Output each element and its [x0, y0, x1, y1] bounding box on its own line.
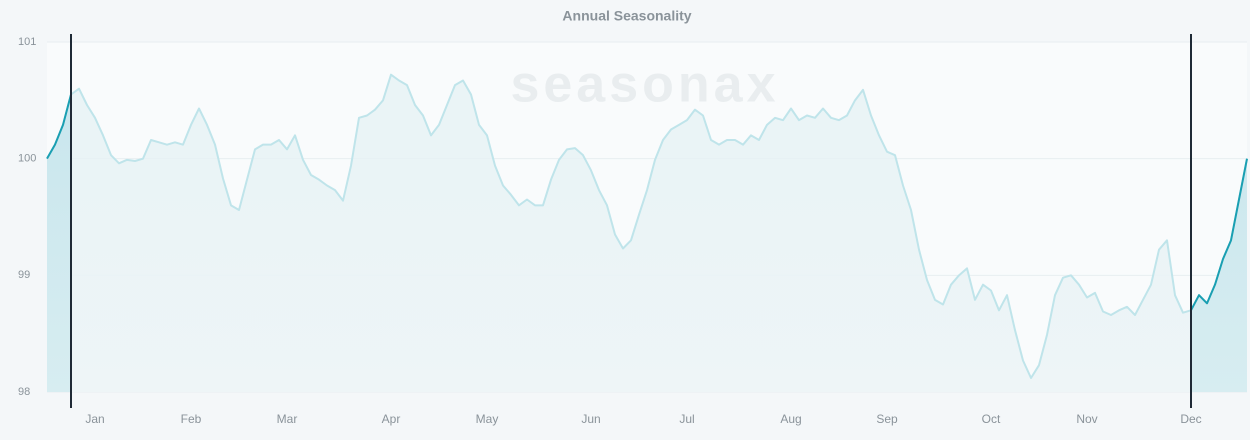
x-tick-label: Oct: [982, 412, 1001, 426]
x-tick-label: Feb: [181, 412, 202, 426]
area: [47, 74, 1247, 393]
x-tick-label: May: [476, 412, 499, 426]
y-tick-label: 98: [18, 386, 30, 398]
x-tick-label: Jun: [581, 412, 600, 426]
y-tick-label: 99: [18, 269, 30, 281]
x-tick-label: Aug: [780, 412, 801, 426]
line: [46, 94, 1248, 311]
x-tick-label: Jan: [85, 412, 104, 426]
chart-title: Annual Seasonality: [562, 8, 691, 24]
x-tick-label: Mar: [277, 412, 298, 426]
y-tick-label: 101: [18, 36, 36, 48]
x-tick-label: Sep: [876, 412, 898, 426]
x-tick-label: Apr: [382, 412, 401, 426]
x-tick-label: Jul: [679, 412, 694, 426]
x-tick-label: Dec: [1180, 412, 1201, 426]
y-tick-label: 100: [18, 153, 36, 165]
watermark: seasonax: [510, 56, 779, 114]
x-tick-label: Nov: [1076, 412, 1097, 426]
line: [46, 73, 1248, 379]
